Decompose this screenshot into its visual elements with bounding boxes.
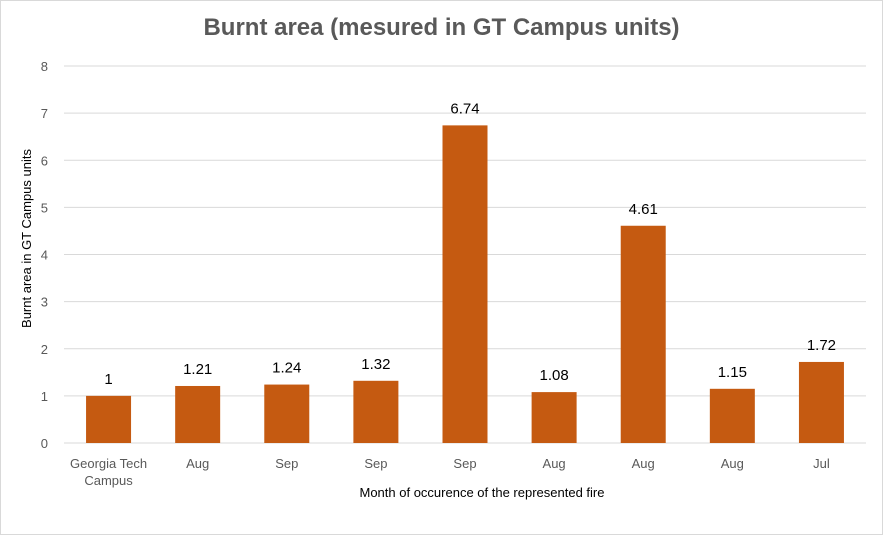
data-label: 1.08 xyxy=(540,367,569,384)
data-label: 6.74 xyxy=(450,100,479,117)
bar xyxy=(175,385,221,443)
chart-title: Burnt area (mesured in GT Campus units) xyxy=(203,14,680,41)
data-label: 1.72 xyxy=(807,337,836,354)
x-tick-label: Georgia Tech Campus xyxy=(70,456,147,488)
y-tick-label: 2 xyxy=(41,342,48,357)
data-label: 4.61 xyxy=(629,201,658,218)
bars xyxy=(86,125,844,443)
x-tick-label: Aug xyxy=(186,456,209,471)
bar xyxy=(86,395,132,443)
y-tick-label: 5 xyxy=(41,200,48,215)
x-tick-label: Sep xyxy=(275,456,298,471)
x-tick-label: Aug xyxy=(632,456,655,471)
bar xyxy=(709,388,755,443)
x-tick-label: Sep xyxy=(453,456,476,471)
y-axis-label: Burnt area in GT Campus units xyxy=(19,149,34,328)
data-label: 1.24 xyxy=(272,360,301,377)
y-tick-label: 3 xyxy=(41,295,48,310)
x-tick-label: Aug xyxy=(543,456,566,471)
y-tick-label: 0 xyxy=(41,436,48,451)
bar xyxy=(442,125,488,443)
y-tick-label: 6 xyxy=(41,153,48,168)
x-tick-label: Aug xyxy=(721,456,744,471)
x-axis-label: Month of occurence of the represented fi… xyxy=(360,485,605,500)
y-tick-label: 8 xyxy=(41,59,48,74)
data-label: 1.32 xyxy=(361,356,390,373)
data-label: 1.21 xyxy=(183,361,212,378)
bar xyxy=(798,361,844,443)
data-label: 1 xyxy=(104,371,112,388)
y-tick-label: 1 xyxy=(41,389,48,404)
y-axis-ticks: 0 1 2 3 4 5 6 7 8 xyxy=(41,59,48,451)
bar xyxy=(264,384,310,443)
data-labels: 1 1.21 1.24 1.32 6.74 1.08 4.61 1.15 1.72 xyxy=(104,100,836,387)
y-tick-label: 7 xyxy=(41,106,48,121)
y-tick-label: 4 xyxy=(41,248,48,263)
data-label: 1.15 xyxy=(718,364,747,381)
x-tick-label: Jul xyxy=(813,456,830,471)
x-axis-ticks: Georgia Tech Campus Aug Sep Sep Sep Aug Aug Aug J… xyxy=(70,456,830,488)
x-tick-label: Sep xyxy=(364,456,387,471)
bar xyxy=(353,380,399,443)
bar xyxy=(531,392,577,443)
bar xyxy=(620,225,666,443)
